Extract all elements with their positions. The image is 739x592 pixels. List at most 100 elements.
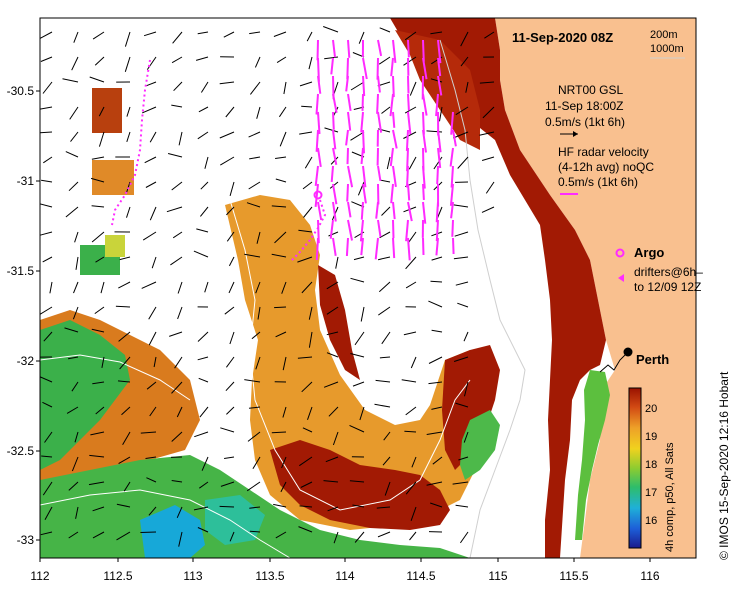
y-tick-label: -31.5 (7, 264, 35, 278)
gsl-vector (65, 151, 79, 158)
gsl-vector (350, 81, 365, 91)
drifter-legend-icon (618, 274, 624, 282)
colorbar-label: 4h comp, p50, All Sats (664, 442, 676, 552)
gsl-vector (197, 527, 209, 533)
hf-vector (436, 165, 439, 185)
gsl-vector (410, 506, 417, 521)
gsl-vector (479, 131, 495, 136)
gsl-vector (428, 381, 443, 385)
gsl-vector (335, 256, 339, 269)
gsl-vector (308, 56, 313, 70)
gsl-vector (149, 206, 157, 221)
gsl-vector (123, 481, 131, 492)
hf-vector (346, 57, 349, 80)
hf-vector (437, 57, 442, 77)
gsl-vector (65, 206, 79, 218)
gsl-vector (199, 406, 209, 418)
gsl-vector (220, 481, 235, 487)
isobath-1000m (229, 199, 471, 511)
gsl-vector (464, 381, 469, 397)
hf-vector (361, 93, 364, 111)
hf-vector (437, 147, 442, 169)
gsl-vector (197, 356, 209, 361)
gsl-vector (408, 156, 417, 170)
gsl-vector (271, 431, 287, 434)
gsl-vector (352, 381, 365, 387)
gsl-vector (379, 27, 391, 33)
gsl-vector (142, 106, 157, 114)
sst-coastal-green (575, 370, 610, 540)
hf-vector (317, 111, 321, 135)
gsl-vector (170, 256, 183, 266)
gsl-vector (89, 454, 105, 458)
gsl-vector (119, 256, 131, 261)
gsl-vector (248, 131, 261, 138)
gsl-vector (275, 178, 287, 183)
gsl-vector (379, 231, 391, 239)
gsl-vector (275, 156, 287, 159)
hf-vector (392, 201, 396, 220)
hf-vector (392, 111, 396, 128)
gsl-vector (169, 331, 183, 337)
gsl-vector (458, 456, 469, 461)
gsl-vector (171, 431, 183, 442)
gsl-vector (485, 181, 495, 194)
gsl-vector (326, 281, 339, 290)
gsl-vector (327, 506, 339, 512)
gsl-vector (223, 31, 235, 38)
gsl-vector (299, 81, 313, 87)
gsl-vector (280, 481, 287, 493)
gsl-vector (275, 331, 287, 338)
gsl-vector (95, 406, 105, 415)
gsl-vector (219, 131, 235, 139)
gsl-vector (374, 403, 391, 408)
gsl-vector (403, 131, 417, 139)
gsl-vector (307, 406, 313, 420)
hf-vector (407, 111, 412, 135)
hf-vector (450, 201, 454, 219)
gsl-vector (271, 253, 287, 258)
gsl-vector (454, 231, 469, 237)
colorbar-tick-18: 18 (645, 459, 657, 471)
gsl-vector (453, 131, 469, 139)
hf-vector (317, 201, 323, 221)
gsl-vector (306, 31, 313, 42)
gsl-vector (381, 331, 391, 345)
gsl-vector (308, 306, 313, 320)
gsl-vector (460, 31, 469, 47)
gsl-vector (167, 153, 183, 158)
gsl-vector (146, 477, 157, 483)
hf-vector (314, 183, 319, 208)
gsl-vector (194, 431, 209, 438)
gsl-vector (91, 231, 105, 243)
gsl-vector (273, 503, 287, 508)
gsl-vector (226, 206, 235, 216)
gsl-vector (246, 481, 261, 492)
gsl-vector (407, 231, 417, 243)
gsl-vector (302, 427, 313, 433)
gsl-vector (98, 131, 105, 147)
hf-vector (452, 129, 457, 147)
gsl-vector (481, 206, 495, 213)
sst-red-filament (318, 265, 360, 380)
gsl-vector (301, 281, 313, 294)
gsl-vector (302, 181, 313, 190)
gsl-vector (376, 506, 391, 509)
gsl-vector (256, 231, 261, 244)
gsl-vector (229, 331, 235, 345)
hf-vector (406, 165, 409, 188)
y-tick-label: -31 (17, 174, 35, 188)
hf-vector (449, 183, 454, 206)
gsl-vector (324, 127, 339, 133)
gsl-vector (248, 406, 261, 409)
hf-vector (435, 201, 439, 223)
gsl-vector (94, 306, 105, 315)
gsl-vector (145, 456, 157, 459)
gsl-vector (484, 31, 495, 39)
gsl-vector (90, 177, 105, 183)
gsl-vector (379, 356, 391, 359)
gsl-vector (247, 431, 261, 442)
gsl-vector (252, 456, 261, 470)
gsl-vector (42, 256, 53, 263)
gsl-vector (225, 381, 235, 392)
